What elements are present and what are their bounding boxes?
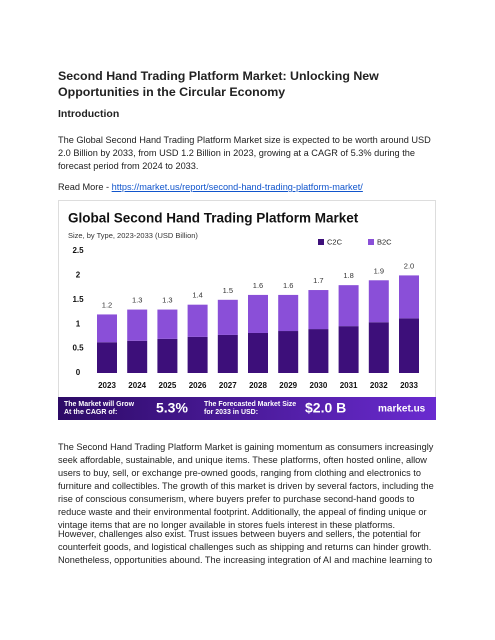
- chart: Global Second Hand Trading Platform Mark…: [58, 200, 436, 420]
- banner: [58, 397, 436, 420]
- y-tick-label: 2.5: [72, 246, 84, 255]
- bar-segment: [308, 290, 329, 330]
- x-tick-label: 2026: [189, 381, 207, 390]
- read-more: Read More - https://market.us/report/sec…: [58, 181, 440, 194]
- bar-segment: [187, 336, 208, 373]
- bar-segment: [217, 299, 238, 335]
- chart-title: Global Second Hand Trading Platform Mark…: [68, 211, 359, 226]
- bar-segment: [248, 294, 268, 333]
- paragraph: The Second Hand Trading Platform Market …: [58, 442, 434, 530]
- chart-subtitle: Size, by Type, 2023-2033 (USD Billion): [68, 231, 198, 240]
- paragraph: The Global Second Hand Trading Platform …: [58, 135, 431, 171]
- bar-segment: [338, 285, 359, 327]
- data-label: 1.4: [192, 291, 202, 300]
- link[interactable]: https://market.us/report/second-hand-tra…: [111, 182, 363, 192]
- legend-swatch: [368, 239, 374, 245]
- banner-value: $2.0 B: [305, 400, 346, 416]
- bar-segment: [399, 275, 419, 319]
- banner-text: The Forecasted Market Size for 2033 in US…: [204, 401, 296, 416]
- data-label: 1.8: [343, 271, 353, 280]
- y-tick-label: 1: [76, 319, 81, 328]
- y-tick-label: 2: [76, 271, 81, 280]
- data-label: 1.3: [132, 296, 142, 305]
- legend-label: C2C: [327, 237, 343, 246]
- x-tick-label: 2027: [219, 381, 237, 390]
- bar-segment: [308, 329, 329, 373]
- bar-segment: [217, 334, 238, 373]
- bar-segment: [278, 294, 299, 332]
- x-tick-label: 2028: [249, 381, 267, 390]
- paragraph: However, challenges also exist. Trust is…: [58, 529, 433, 565]
- bar-segment: [127, 309, 148, 341]
- bar-segment: [97, 314, 117, 343]
- bar-segment: [338, 326, 359, 373]
- bar-segment: [368, 322, 389, 373]
- y-tick-label: 0.5: [72, 344, 84, 353]
- heading: Introduction: [58, 108, 120, 120]
- banner-value: 5.3%: [156, 400, 188, 416]
- legend-swatch: [318, 239, 324, 245]
- x-tick-label: 2032: [370, 381, 388, 390]
- x-tick-label: 2023: [98, 381, 116, 390]
- data-label: 1.5: [223, 286, 233, 295]
- legend-label: B2C: [377, 237, 392, 246]
- bar-segment: [97, 342, 117, 373]
- data-label: 1.6: [283, 281, 293, 290]
- x-tick-label: 2029: [279, 381, 297, 390]
- bar-segment: [278, 331, 299, 373]
- doc-title: Second Hand Trading Platform Market: Unl…: [58, 69, 379, 99]
- bar-segment: [248, 332, 268, 373]
- x-tick-label: 2030: [310, 381, 328, 390]
- bar-segment: [368, 280, 389, 323]
- data-label: 1.3: [162, 296, 172, 305]
- bar-segment: [157, 338, 178, 373]
- y-tick-label: 1.5: [72, 295, 84, 304]
- data-label: 2.0: [404, 261, 414, 270]
- x-tick-label: 2033: [400, 381, 418, 390]
- data-label: 1.9: [374, 266, 384, 275]
- banner-text: The Market will Grow At the CAGR of:: [64, 401, 135, 416]
- data-label: 1.7: [313, 276, 323, 285]
- brand: market.us: [378, 404, 426, 415]
- bar-segment: [399, 318, 419, 373]
- read-more-label: Read More -: [58, 182, 112, 192]
- bar-segment: [157, 309, 178, 339]
- x-tick-label: 2025: [159, 381, 177, 390]
- bar-segment: [187, 304, 208, 337]
- data-label: 1.6: [253, 281, 263, 290]
- x-tick-label: 2031: [340, 381, 358, 390]
- y-tick-label: 0: [76, 368, 81, 377]
- data-label: 1.2: [102, 300, 112, 309]
- x-tick-label: 2024: [128, 381, 146, 390]
- bar-segment: [127, 340, 148, 373]
